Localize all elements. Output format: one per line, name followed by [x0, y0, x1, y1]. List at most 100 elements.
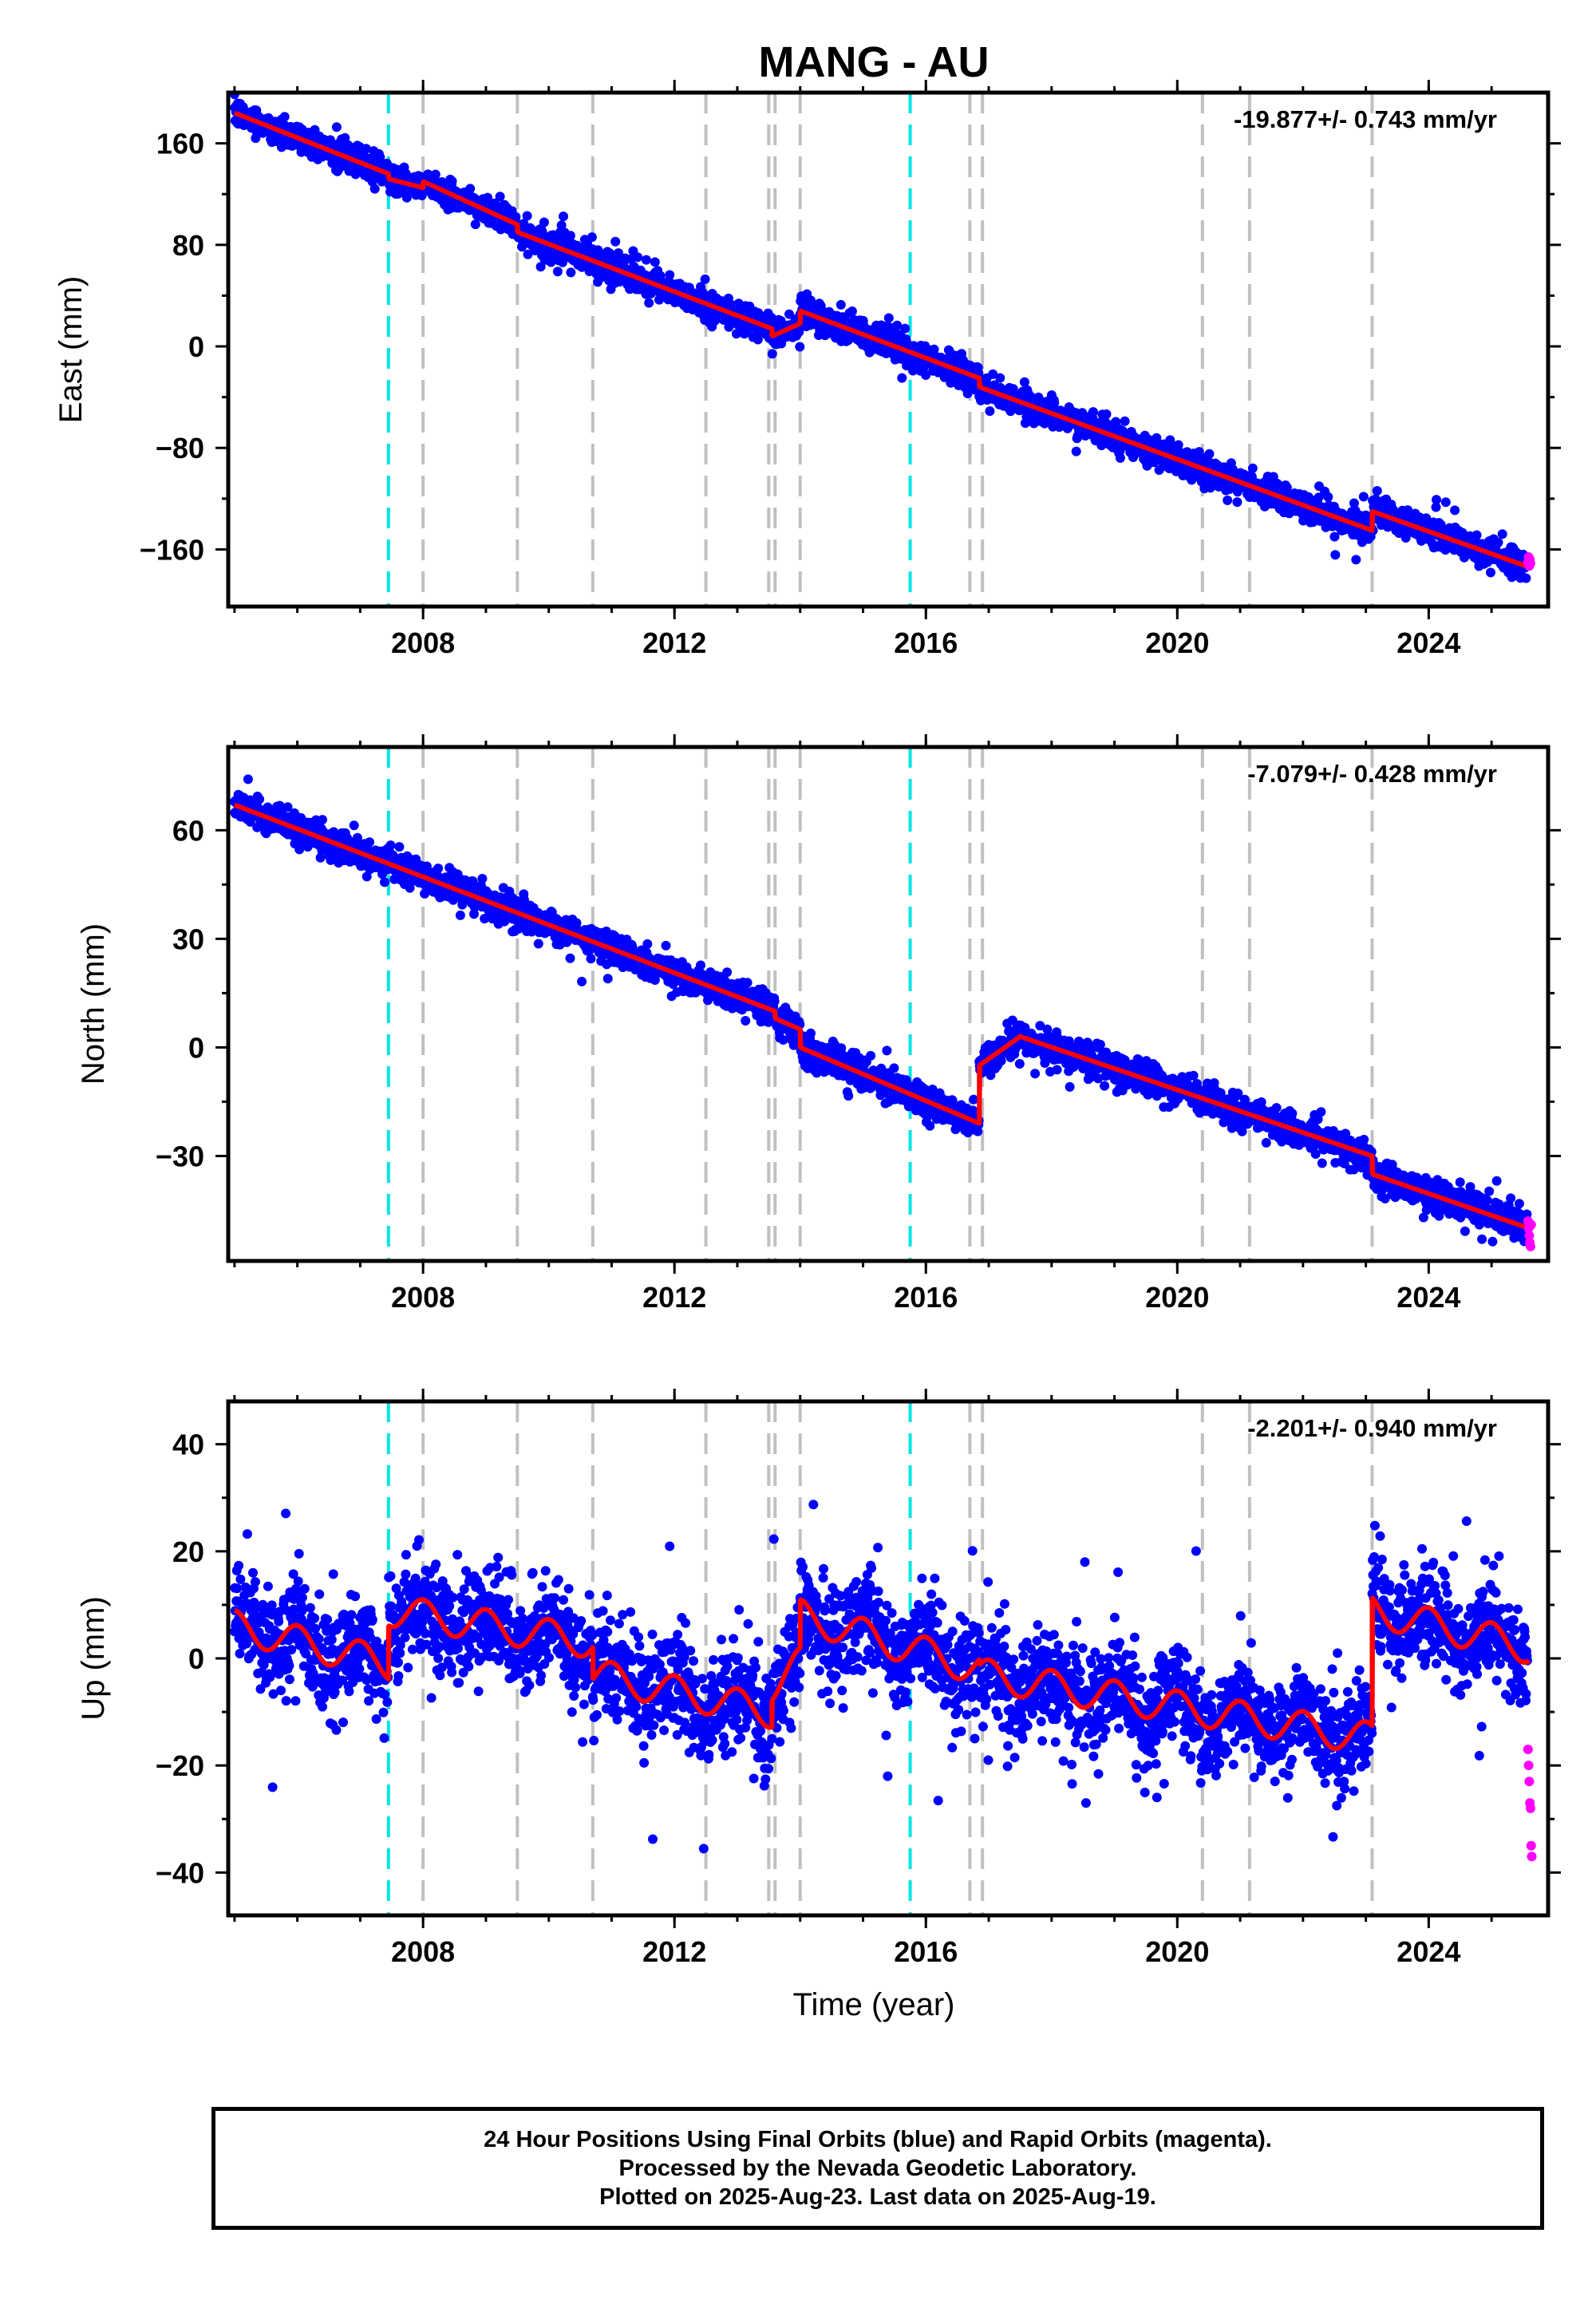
- data-point: [405, 883, 415, 893]
- data-point: [1019, 377, 1029, 387]
- data-point: [633, 252, 643, 263]
- data-point: [766, 313, 776, 323]
- y-tick-label: 80: [172, 229, 204, 262]
- data-point: [318, 815, 327, 825]
- data-point: [1349, 498, 1359, 508]
- data-point: [1049, 397, 1060, 408]
- data-point: [1421, 513, 1432, 524]
- data-point: [642, 939, 653, 949]
- data-point: [539, 217, 549, 227]
- data-point: [1204, 449, 1215, 459]
- data-point: [1101, 409, 1112, 419]
- data-point: [1472, 530, 1482, 540]
- y-tick-label: −80: [156, 432, 204, 464]
- data-point: [892, 320, 903, 330]
- data-point: [650, 257, 660, 267]
- plot-frame: [226, 90, 1551, 609]
- data-point: [995, 373, 1005, 383]
- data-point: [847, 306, 857, 316]
- data-point: [565, 953, 575, 963]
- data-point: [552, 267, 563, 277]
- data-point: [243, 774, 253, 785]
- data-point: [369, 184, 380, 194]
- data-point: [394, 842, 405, 852]
- y-tick-label: −160: [140, 533, 204, 566]
- data-point: [495, 192, 505, 202]
- data-point: [921, 370, 931, 380]
- final-orbit-points: [229, 774, 1532, 1261]
- data-point: [385, 840, 396, 851]
- model-line: [232, 110, 1531, 570]
- x-tick-label: 2016: [894, 626, 958, 659]
- data-point: [1431, 502, 1441, 512]
- data-point: [1120, 416, 1130, 426]
- data-point: [1223, 495, 1233, 505]
- data-point: [883, 313, 894, 323]
- data-point: [255, 794, 265, 804]
- data-point: [587, 232, 597, 243]
- data-point: [897, 373, 907, 383]
- data-point: [433, 864, 444, 874]
- data-point: [610, 236, 621, 247]
- data-point: [361, 144, 371, 154]
- data-point: [1088, 407, 1098, 417]
- data-point: [340, 132, 350, 143]
- rapid-orbit-points: [1523, 551, 1535, 571]
- data-point: [665, 270, 675, 280]
- data-point: [602, 974, 613, 984]
- data-point: [1370, 494, 1381, 504]
- rate-label: -19.877+/- 0.743 mm/yr: [1234, 105, 1497, 133]
- data-point: [644, 298, 654, 308]
- data-point: [795, 342, 805, 352]
- data-point: [1323, 492, 1333, 502]
- data-point: [1450, 505, 1460, 516]
- data-point: [349, 820, 359, 831]
- y-tick-label: 160: [156, 128, 204, 160]
- data-point: [1358, 492, 1369, 502]
- data-point: [741, 1016, 751, 1026]
- data-point: [696, 960, 705, 970]
- x-tick-label: 2024: [1396, 626, 1460, 659]
- data-point: [661, 940, 671, 951]
- data-point: [535, 262, 546, 272]
- data-point: [468, 876, 478, 887]
- data-point: [767, 349, 777, 359]
- data-point: [723, 293, 733, 303]
- final-orbit-points: [229, 93, 1532, 583]
- data-point: [559, 211, 568, 222]
- data-point: [571, 918, 582, 928]
- data-point: [533, 939, 543, 949]
- data-point: [722, 967, 733, 978]
- data-point: [1330, 550, 1341, 560]
- data-point: [417, 191, 427, 200]
- data-point: [1247, 463, 1258, 473]
- data-point: [430, 169, 440, 180]
- data-point: [477, 874, 488, 883]
- data-point: [900, 323, 911, 334]
- data-point: [836, 299, 846, 310]
- data-point: [1351, 555, 1361, 565]
- figure-title: MANG - AU: [759, 38, 990, 86]
- data-point: [700, 274, 710, 284]
- data-point: [1372, 486, 1382, 496]
- data-point: [1115, 445, 1125, 456]
- data-point: [1493, 537, 1503, 547]
- data-point: [586, 954, 596, 964]
- data-point: [1232, 497, 1242, 508]
- data-point: [546, 257, 556, 267]
- data-point: [465, 184, 476, 194]
- x-tick-label: 2012: [642, 626, 706, 659]
- data-point: [988, 369, 998, 379]
- data-point: [361, 871, 372, 882]
- x-tick-label: 2020: [1145, 626, 1209, 659]
- data-point: [470, 219, 480, 230]
- data-point: [1314, 492, 1324, 503]
- data-point: [282, 802, 293, 812]
- data-point: [365, 837, 375, 848]
- data-point: [1152, 433, 1162, 443]
- data-point: [1521, 573, 1531, 583]
